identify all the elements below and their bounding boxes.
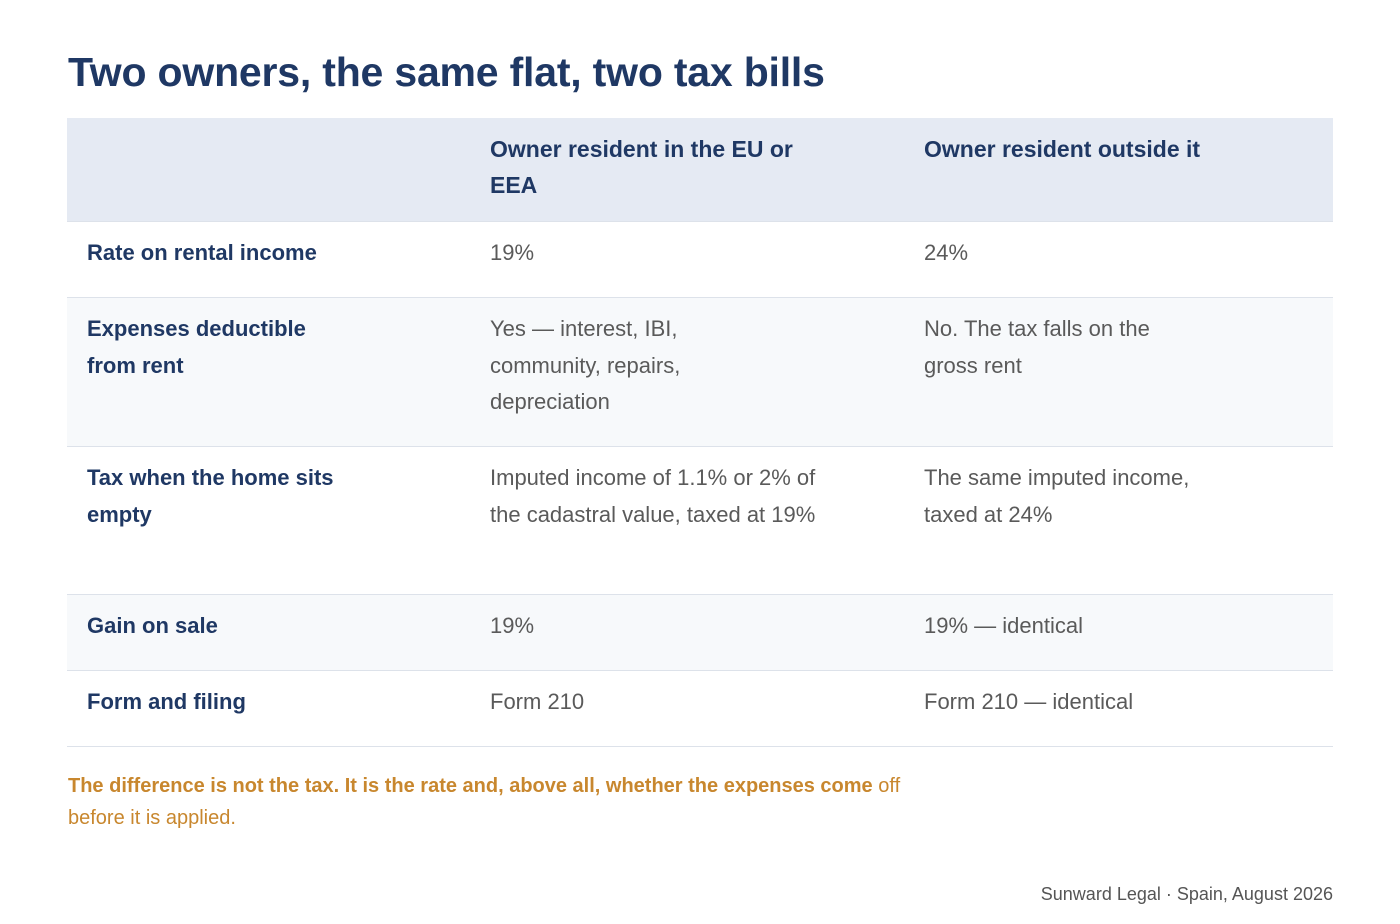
table-header-row: Owner resident in the EU or EEA Owner re…: [67, 118, 1333, 222]
footnote: The difference is not the tax. It is the…: [68, 771, 928, 834]
eu-value: Form 210: [490, 689, 585, 714]
row-label: Rate on rental income: [87, 240, 317, 265]
eu-value: 19%: [490, 613, 535, 638]
column-header-non-eu: Owner resident outside it: [924, 136, 1201, 162]
non-eu-value: 19% — identical: [924, 613, 1083, 638]
row-label: Form and filing: [87, 689, 246, 714]
eu-value: Yes — interest, IBI, community, repairs,…: [490, 316, 681, 414]
table-row: Gain on sale 19% 19% — identical: [67, 595, 1333, 671]
non-eu-value: The same imputed income, taxed at 24%: [924, 465, 1190, 527]
row-label: Tax when the home sits empty: [87, 465, 334, 527]
page-title: Two owners, the same flat, two tax bills: [68, 49, 825, 95]
eu-value: 19%: [490, 240, 535, 265]
eu-value: Imputed income of 1.1% or 2% of the cada…: [490, 465, 816, 527]
table-row: Rate on rental income 19% 24%: [67, 222, 1333, 298]
row-label: Gain on sale: [87, 613, 218, 638]
non-eu-value: Form 210 — identical: [924, 689, 1134, 714]
comparison-table: Owner resident in the EU or EEA Owner re…: [67, 118, 1333, 747]
column-header-eu: Owner resident in the EU or EEA: [490, 136, 793, 198]
footnote-text: off before it is applied.: [68, 775, 901, 829]
footnote-emphasis: The difference is not the tax. It is the…: [68, 775, 873, 797]
source-credit: Sunward Legal · Spain, August 2026: [1040, 884, 1333, 904]
non-eu-value: No. The tax falls on the gross rent: [924, 316, 1150, 378]
table-row: Tax when the home sits empty Imputed inc…: [67, 447, 1333, 595]
non-eu-value: 24%: [924, 240, 969, 265]
table-row: Form and filing Form 210 Form 210 — iden…: [67, 671, 1333, 747]
row-label: Expenses deductible from rent: [87, 316, 306, 378]
table-row: Expenses deductible from rent Yes — inte…: [67, 298, 1333, 447]
